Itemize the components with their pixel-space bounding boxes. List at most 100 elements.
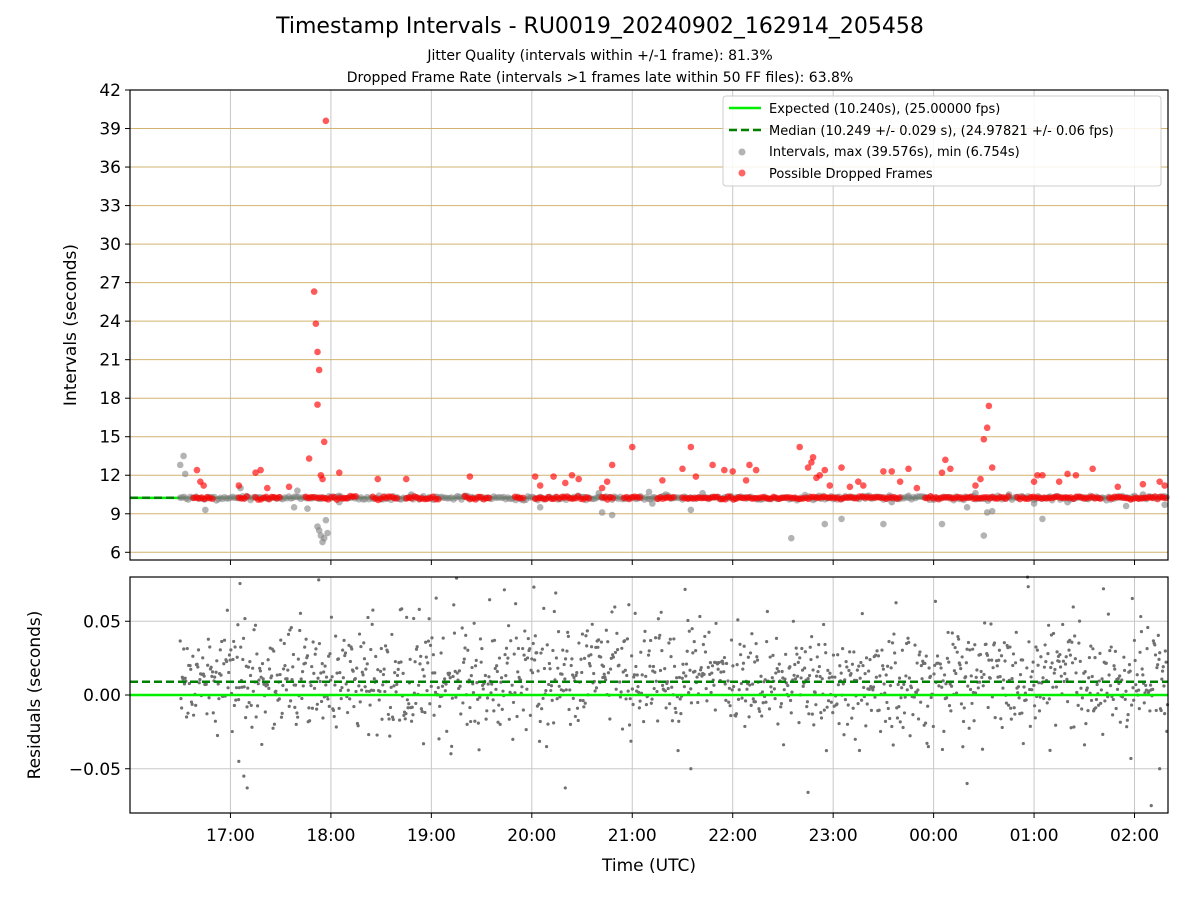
residual-point [927,666,931,670]
residual-point [560,672,564,676]
residual-point [213,675,217,679]
residual-point [563,657,568,661]
residual-point [635,673,639,677]
residual-point [829,700,833,704]
residual-point [776,722,780,726]
interval-point [972,489,979,497]
residual-point [783,677,787,681]
residual-point [1082,743,1087,747]
residual-point [1072,725,1076,729]
interval-point [290,504,298,511]
top-y-tick-label: 39 [99,120,121,140]
residual-point [473,719,477,723]
dropped-frame-point [536,482,544,489]
dropped-frame-point [609,494,617,502]
interval-point [980,532,988,539]
residual-point [657,636,661,640]
residual-point [567,707,571,712]
dropped-frame-point [519,494,527,502]
residual-point [189,667,193,671]
residual-point [753,700,758,704]
residual-point [957,637,961,641]
residual-point [689,767,693,771]
residual-point [490,682,494,686]
residual-point [954,671,958,676]
residual-point [1160,669,1165,673]
residual-point [819,711,823,715]
residual-point [812,723,816,727]
residual-point [1014,630,1018,634]
residual-point [716,667,720,671]
residual-point [348,659,352,664]
residual-point [227,653,232,657]
residual-point [544,688,548,693]
residual-point [997,658,1001,662]
residual-point [681,662,685,666]
residual-point [190,702,194,706]
residual-point [628,697,632,701]
residual-point [254,715,258,719]
residual-point [722,670,726,674]
dropped-frame-point [1139,480,1147,488]
bottom-x-tick-label: 22:00 [708,826,757,846]
residual-point [1042,696,1046,701]
residual-point [779,701,784,706]
residual-point [702,672,706,677]
bottom-y-tick-label: −0.05 [69,760,121,780]
residual-point [601,664,606,668]
dropped-frame-point [608,461,616,469]
residual-point [705,699,709,703]
residual-point [995,664,999,668]
residual-point [978,680,982,684]
dropped-frame-point [983,424,991,432]
residual-point [796,674,800,678]
dropped-frame-point [721,466,728,474]
residual-point [901,725,905,730]
residual-point [847,668,851,673]
residual-point [796,660,800,664]
residual-point [889,666,893,670]
residual-point [888,716,892,721]
residual-point [713,708,717,712]
residual-point [837,721,841,726]
residual-point [855,668,859,672]
residual-point [576,718,580,723]
residual-point [867,669,871,673]
residual-point [643,629,647,633]
residual-point [533,634,537,638]
residual-point [573,714,578,719]
residual-point [710,664,715,668]
residual-point [426,639,431,643]
residual-point [470,665,474,670]
residual-point [611,655,615,659]
residual-point [395,673,400,678]
residual-point [582,705,586,709]
residual-point [962,706,966,710]
residual-point [400,607,404,611]
residual-point [1142,701,1146,705]
residual-point [1047,623,1051,627]
residual-point [486,682,490,686]
residual-point [583,701,587,705]
top-y-tick-label: 24 [99,312,121,332]
residual-point [180,706,184,710]
residual-point [950,631,954,635]
residual-point [896,682,900,687]
residual-point [1122,655,1126,659]
residual-point [287,704,291,708]
residual-point [328,652,332,656]
residual-point [310,664,314,669]
residual-point [218,648,222,652]
residual-point [1130,596,1134,601]
residual-point [835,702,839,706]
residual-point [966,684,970,688]
top-y-tick-label: 15 [99,428,121,448]
residual-point [897,676,902,680]
residual-point [1080,696,1084,700]
residual-point [1097,679,1101,683]
residual-point [499,680,503,684]
dropped-frame-point [263,484,271,492]
residual-point [1139,629,1144,634]
residual-point [1154,708,1158,713]
residual-point [808,645,812,649]
